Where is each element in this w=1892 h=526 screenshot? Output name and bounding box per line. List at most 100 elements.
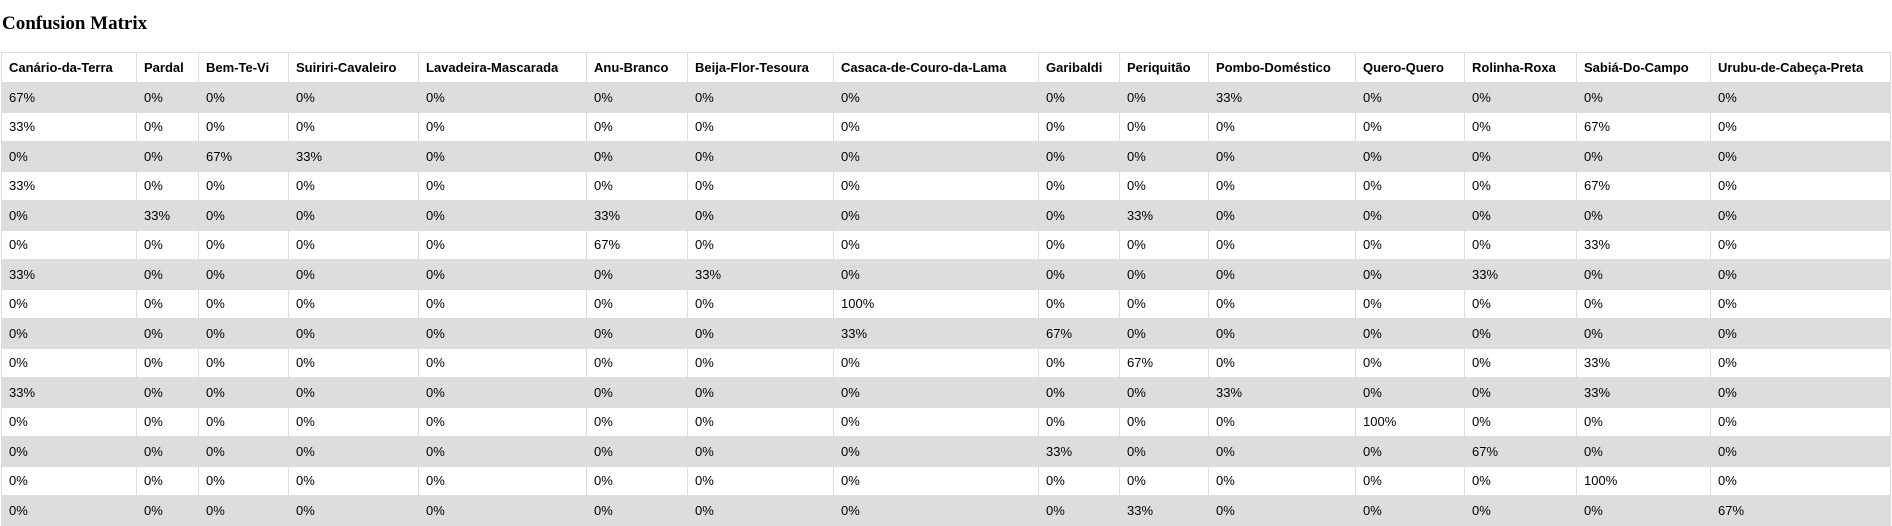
matrix-cell: 0%: [833, 200, 1039, 231]
matrix-cell: 0%: [1710, 406, 1891, 437]
matrix-cell: 0%: [1119, 259, 1209, 290]
matrix-cell: 0%: [833, 82, 1039, 113]
matrix-cell: 0%: [418, 377, 587, 408]
matrix-cell: 0%: [1710, 170, 1891, 201]
matrix-cell: 0%: [687, 495, 834, 526]
matrix-cell: 0%: [1208, 229, 1356, 260]
matrix-cell: 67%: [1464, 436, 1577, 467]
matrix-cell: 0%: [1038, 111, 1120, 142]
matrix-cell: 0%: [1208, 436, 1356, 467]
matrix-cell: 0%: [1038, 495, 1120, 526]
matrix-cell: 0%: [1355, 318, 1465, 349]
matrix-cell: 0%: [1710, 436, 1891, 467]
matrix-cell: 0%: [1464, 82, 1577, 113]
matrix-cell: 33%: [1, 377, 137, 408]
matrix-cell: 0%: [418, 347, 587, 378]
matrix-cell: 0%: [198, 377, 289, 408]
matrix-cell: 0%: [1464, 377, 1577, 408]
matrix-cell: 0%: [1038, 259, 1120, 290]
matrix-cell: 0%: [198, 259, 289, 290]
matrix-cell: 0%: [1355, 170, 1465, 201]
matrix-cell: 0%: [1710, 259, 1891, 290]
matrix-cell: 0%: [1, 141, 137, 172]
matrix-cell: 33%: [1038, 436, 1120, 467]
column-header: Quero-Quero: [1355, 52, 1465, 83]
matrix-cell: 0%: [1464, 406, 1577, 437]
matrix-cell: 33%: [1208, 82, 1356, 113]
matrix-cell: 0%: [1038, 288, 1120, 319]
matrix-cell: 0%: [136, 288, 199, 319]
table-row: 0% 0% 0% 0% 0% 0% 0% 0% 0% 33% 0% 0% 0% 0% 67%: [1, 495, 1891, 526]
matrix-cell: 0%: [198, 229, 289, 260]
matrix-cell: 0%: [1576, 259, 1711, 290]
matrix-cell: 0%: [586, 259, 688, 290]
matrix-cell: 0%: [418, 288, 587, 319]
matrix-cell: 0%: [1710, 82, 1891, 113]
matrix-cell: 0%: [586, 82, 688, 113]
matrix-cell: 0%: [1464, 347, 1577, 378]
matrix-cell: 33%: [1, 111, 137, 142]
matrix-cell: 0%: [586, 170, 688, 201]
matrix-cell: 0%: [1576, 318, 1711, 349]
matrix-cell: 0%: [136, 229, 199, 260]
matrix-cell: 0%: [1038, 347, 1120, 378]
table-row: 0% 0% 0% 0% 0% 0% 0% 0% 0% 0% 0% 0% 0% 100% 0%: [1, 465, 1891, 496]
matrix-cell: 0%: [198, 436, 289, 467]
matrix-cell: 0%: [198, 347, 289, 378]
matrix-cell: 0%: [1208, 347, 1356, 378]
matrix-cell: 0%: [833, 377, 1039, 408]
matrix-cell: 0%: [1355, 200, 1465, 231]
matrix-cell: 0%: [1038, 377, 1120, 408]
matrix-cell: 0%: [687, 377, 834, 408]
matrix-cell: 100%: [1576, 465, 1711, 496]
matrix-cell: 0%: [833, 111, 1039, 142]
matrix-cell: 0%: [418, 111, 587, 142]
matrix-cell: 0%: [1038, 141, 1120, 172]
matrix-cell: 0%: [1208, 141, 1356, 172]
matrix-cell: 0%: [1119, 318, 1209, 349]
matrix-cell: 0%: [288, 406, 419, 437]
matrix-cell: 0%: [1, 318, 137, 349]
matrix-cell: 0%: [1038, 170, 1120, 201]
matrix-cell: 0%: [1710, 111, 1891, 142]
matrix-cell: 0%: [288, 318, 419, 349]
matrix-cell: 33%: [1208, 377, 1356, 408]
matrix-cell: 67%: [1710, 495, 1891, 526]
matrix-cell: 0%: [198, 318, 289, 349]
confusion-matrix-table: Canário-da-Terra Pardal Bem-Te-Vi Suiriri-C…: [1, 52, 1891, 526]
matrix-cell: 0%: [1576, 288, 1711, 319]
matrix-cell: 0%: [418, 318, 587, 349]
matrix-cell: 0%: [1208, 288, 1356, 319]
table-row: 33% 0% 0% 0% 0% 0% 33% 0% 0% 0% 0% 0% 33% 0% 0%: [1, 259, 1891, 290]
matrix-cell: 0%: [687, 347, 834, 378]
matrix-cell: 0%: [198, 82, 289, 113]
matrix-cell: 100%: [833, 288, 1039, 319]
matrix-cell: 0%: [288, 111, 419, 142]
matrix-cell: 0%: [136, 347, 199, 378]
matrix-cell: 0%: [418, 406, 587, 437]
matrix-cell: 0%: [1576, 200, 1711, 231]
matrix-cell: 0%: [1, 436, 137, 467]
column-header: Beija-Flor-Tesoura: [687, 52, 834, 83]
matrix-cell: 0%: [1, 229, 137, 260]
matrix-cell: 0%: [136, 495, 199, 526]
matrix-cell: 0%: [1119, 170, 1209, 201]
matrix-cell: 0%: [1038, 82, 1120, 113]
matrix-cell: 33%: [1576, 377, 1711, 408]
column-header: Periquitão: [1119, 52, 1209, 83]
matrix-cell: 0%: [833, 170, 1039, 201]
column-header: Urubu-de-Cabeça-Preta: [1710, 52, 1891, 83]
matrix-cell: 0%: [1355, 465, 1465, 496]
matrix-cell: 0%: [1208, 465, 1356, 496]
table-row: 0% 0% 67% 33% 0% 0% 0% 0% 0% 0% 0% 0% 0% 0% 0%: [1, 141, 1891, 172]
column-header: Suiriri-Cavaleiro: [288, 52, 419, 83]
matrix-cell: 0%: [586, 436, 688, 467]
matrix-cell: 0%: [136, 82, 199, 113]
matrix-cell: 67%: [1576, 111, 1711, 142]
column-header: Canário-da-Terra: [1, 52, 137, 83]
matrix-cell: 0%: [687, 229, 834, 260]
matrix-cell: 0%: [586, 465, 688, 496]
matrix-cell: 0%: [1, 465, 137, 496]
matrix-cell: 0%: [1119, 436, 1209, 467]
matrix-cell: 0%: [1464, 229, 1577, 260]
